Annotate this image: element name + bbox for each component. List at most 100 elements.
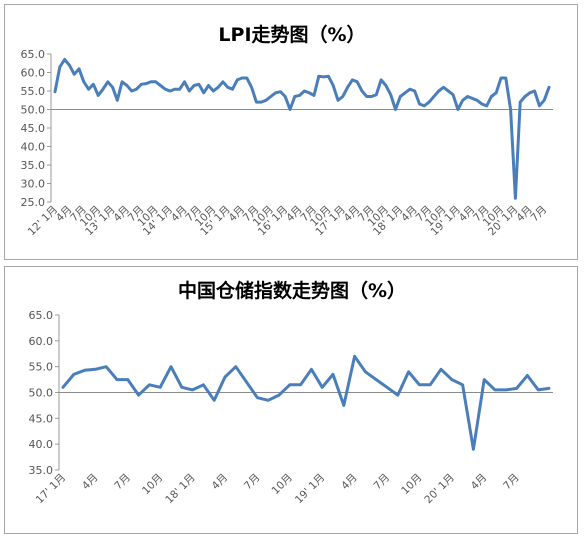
warehouse-y-tick-label: 55.0 [29, 361, 54, 374]
warehouse-data-point [299, 383, 302, 386]
lpi-data-point [341, 95, 344, 98]
lpi-data-point [197, 83, 201, 86]
lpi-x-tick-label: 7月 [529, 204, 550, 225]
lpi-data-point [97, 94, 100, 97]
lpi-data-point [461, 99, 464, 102]
lpi-data-point [456, 108, 460, 111]
lpi-data-point [394, 108, 397, 111]
lpi-data-point [144, 82, 148, 85]
warehouse-data-point [105, 365, 108, 368]
lpi-data-point [365, 95, 368, 98]
warehouse-data-point [483, 378, 486, 381]
lpi-data-point [58, 65, 61, 69]
lpi-data-point [399, 95, 402, 98]
warehouse-data-point [126, 378, 129, 381]
lpi-data-point [384, 84, 388, 87]
warehouse-chart-plot: 35.040.045.050.055.060.065.017' 1月 4月 7月 10… [29, 309, 553, 506]
lpi-data-point [284, 95, 287, 98]
lpi-data-point [408, 88, 412, 91]
lpi-data-point [533, 89, 536, 93]
lpi-data-point [308, 91, 311, 95]
lpi-data-point [327, 75, 330, 78]
warehouse-y-tick-label: 40.0 [29, 438, 54, 451]
lpi-data-point [149, 80, 153, 84]
warehouse-x-tick-label: 7月 [112, 472, 133, 493]
lpi-data-point [418, 102, 421, 106]
lpi-data-point [317, 75, 320, 78]
lpi-data-point [274, 91, 277, 95]
warehouse-data-point [310, 368, 313, 371]
lpi-data-point [351, 78, 354, 82]
lpi-data-point [101, 88, 105, 91]
warehouse-data-point [504, 388, 507, 392]
lpi-data-point [312, 94, 316, 97]
warehouse-x-tick-label: 20' 1月 [422, 472, 456, 506]
warehouse-chart-title: 中国仓储指数走势图（%） [178, 279, 406, 302]
lpi-data-point [125, 84, 129, 87]
warehouse-y-tick-label: 65.0 [29, 309, 54, 322]
warehouse-data-point [288, 383, 291, 386]
warehouse-data-point [342, 404, 345, 407]
lpi-data-point [466, 95, 469, 98]
warehouse-x-tick-label: 10月 [399, 472, 424, 497]
lpi-data-point [178, 88, 181, 91]
lpi-data-point [336, 99, 340, 102]
lpi-data-point [183, 80, 186, 84]
warehouse-data-point [61, 386, 65, 389]
warehouse-data-point [202, 383, 205, 386]
lpi-data-point [192, 84, 196, 87]
lpi-data-point [427, 100, 431, 104]
lpi-data-point [154, 80, 157, 84]
lpi-data-point [236, 78, 239, 82]
lpi-y-tick-label: 25.0 [21, 196, 46, 209]
warehouse-data-point [439, 368, 443, 371]
warehouse-x-tick-label: 19' 1月 [293, 472, 327, 506]
lpi-data-point [77, 67, 81, 70]
lpi-data-point [475, 99, 479, 102]
warehouse-y-tick-label: 35.0 [29, 464, 54, 477]
lpi-data-point [106, 80, 110, 84]
lpi-data-point [255, 100, 258, 104]
lpi-data-point [82, 80, 86, 84]
lpi-data-point [164, 88, 167, 91]
lpi-data-point [63, 58, 66, 61]
lpi-data-point [370, 95, 373, 98]
warehouse-data-point [547, 387, 551, 390]
lpi-data-point [216, 86, 220, 89]
warehouse-data-point [429, 383, 432, 386]
lpi-data-point [375, 93, 378, 96]
lpi-data-point [538, 104, 541, 108]
warehouse-data-point [159, 386, 162, 389]
warehouse-data-point [83, 369, 86, 372]
lpi-data-point [495, 91, 498, 95]
warehouse-x-tick-label: 18' 1月 [163, 472, 197, 506]
lpi-y-tick-label: 50.0 [21, 104, 46, 117]
lpi-data-point [389, 93, 392, 96]
warehouse-data-point [180, 386, 183, 389]
warehouse-data-point [450, 378, 453, 381]
lpi-data-point [523, 95, 527, 98]
warehouse-chart-panel: 中国仓储指数走势图（%） 35.0 40.0 45.0 50.0 55.0 60.0 65.… [4, 266, 578, 534]
lpi-chart-panel: LPI走势图（%） 25.0 30.0 35.0 40.0 45.0 50.0 55.0 60… [4, 4, 578, 260]
lpi-data-point [87, 88, 90, 91]
lpi-data-point [212, 89, 215, 93]
warehouse-data-point [148, 383, 151, 386]
lpi-data-point [322, 75, 325, 79]
lpi-data-point [423, 104, 426, 108]
warehouse-data-point [321, 386, 324, 389]
lpi-data-point [111, 86, 114, 89]
warehouse-data-point [245, 381, 248, 384]
lpi-y-tick-label: 40.0 [21, 141, 46, 154]
warehouse-x-tick-label: 4月 [80, 472, 101, 493]
warehouse-data-point [115, 378, 119, 381]
warehouse-data-point [256, 396, 259, 399]
lpi-y-tick-label: 60.0 [21, 67, 46, 80]
warehouse-data-point [526, 374, 529, 377]
warehouse-y-tick-label: 60.0 [29, 335, 54, 348]
warehouse-data-point [353, 355, 356, 358]
lpi-data-point [226, 86, 229, 89]
lpi-data-point [379, 78, 383, 82]
lpi-chart-plot: 25.030.035.040.045.050.055.060.065.012' … [21, 48, 553, 238]
warehouse-y-tick-label: 50.0 [29, 387, 54, 400]
lpi-data-point [120, 80, 124, 84]
